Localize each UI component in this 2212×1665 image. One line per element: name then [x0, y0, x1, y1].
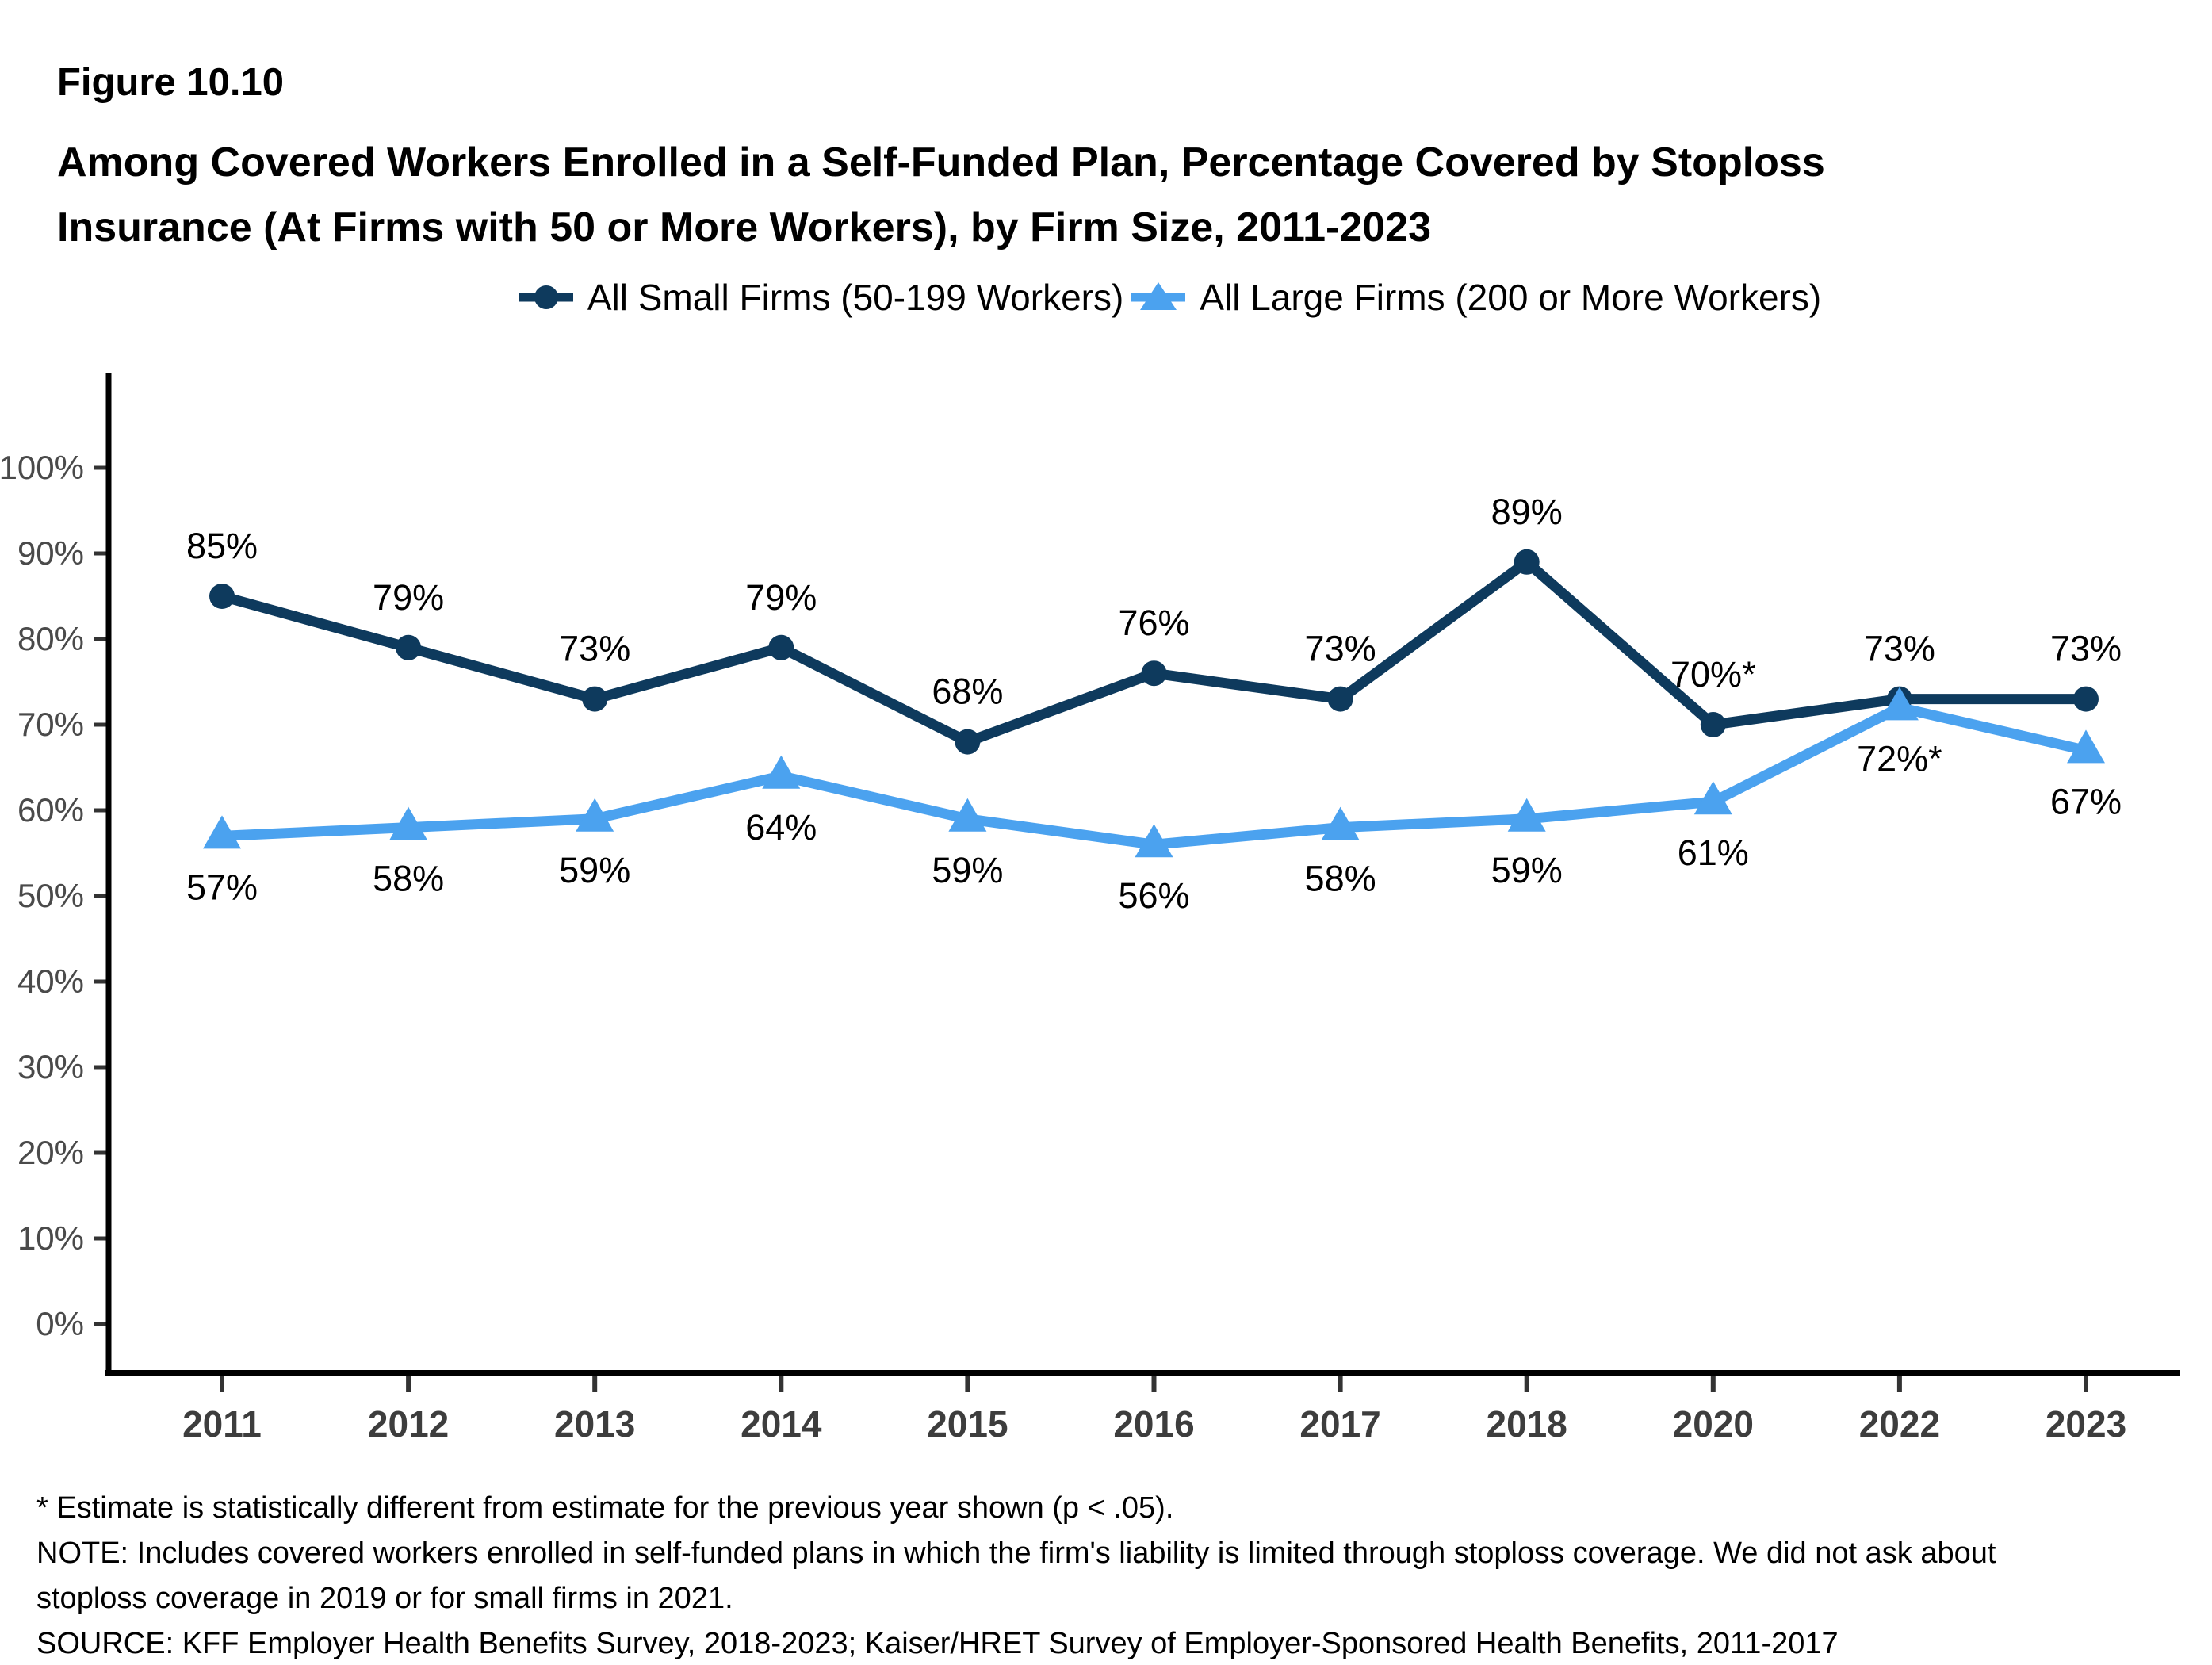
footnote-asterisk: * Estimate is statistically different fr…: [36, 1491, 1174, 1525]
data-point-marker: [1700, 712, 1726, 737]
line-chart: 0% 10% 20% 30% 40% 50% 60% 70% 80% 90% 100% 2011 201…: [0, 373, 2180, 1445]
data-point-marker: [209, 584, 235, 609]
x-axis-tick-label: 2020: [1673, 1403, 1754, 1445]
data-point-marker: [203, 815, 241, 849]
data-point-marker: [2073, 686, 2099, 712]
data-point-label: 64%: [745, 807, 817, 848]
y-axis-tick-label: 70%: [17, 706, 84, 743]
x-axis-tick-label: 2018: [1487, 1403, 1567, 1445]
y-axis-tick-label: 30%: [17, 1048, 84, 1085]
data-point-label: 70%*: [1670, 654, 1756, 695]
data-point-marker: [948, 798, 987, 832]
figure-number: Figure 10.10: [57, 61, 284, 104]
data-point-label: 73%: [559, 629, 630, 669]
legend-item-label: All Large Firms (200 or More Workers): [1200, 277, 1822, 318]
data-point-marker: [762, 755, 801, 789]
data-point-label: 61%: [1678, 832, 1749, 873]
y-axis-tick-label: 60%: [17, 791, 84, 829]
y-axis-tick-label: 40%: [17, 963, 84, 1000]
footnote-note-line-1: NOTE: Includes covered workers enrolled …: [36, 1537, 1996, 1570]
y-axis-tick-label: 80%: [17, 620, 84, 657]
data-point-marker: [1514, 549, 1540, 575]
x-axis-tick-label: 2014: [741, 1403, 822, 1445]
data-point-label: 67%: [2050, 781, 2122, 821]
data-point-label: 58%: [373, 859, 444, 899]
data-point-label: 76%: [1118, 603, 1189, 643]
title-line-1: Among Covered Workers Enrolled in a Self…: [57, 140, 1825, 186]
y-axis-tick-label: 0%: [36, 1305, 84, 1342]
data-point-marker: [396, 634, 422, 660]
title-line-2: Insurance (At Firms with 50 or More Work…: [57, 205, 1431, 251]
page-title: Among Covered Workers Enrolled in a Self…: [57, 130, 1825, 260]
y-axis-tick-label: 10%: [17, 1219, 84, 1257]
footnote-source: SOURCE: KFF Employer Health Benefits Sur…: [36, 1627, 1839, 1660]
data-point-marker: [1693, 781, 1732, 815]
data-point-marker: [1507, 798, 1546, 832]
legend-item-small-firms: All Small Firms (50-199 Workers): [518, 276, 1123, 319]
x-axis-tick-label: 2023: [2046, 1403, 2126, 1445]
data-point-marker: [1321, 806, 1360, 840]
data-point-label: 79%: [373, 577, 444, 618]
data-point-marker: [1327, 686, 1353, 712]
data-point-label: 79%: [745, 577, 817, 618]
data-point-marker: [582, 686, 608, 712]
data-point-label: 59%: [559, 850, 630, 890]
footnotes: * Estimate is statistically different fr…: [36, 1486, 1996, 1665]
data-point-marker: [389, 806, 428, 840]
footnote-note-line-2: stoploss coverage in 2019 or for small f…: [36, 1582, 733, 1615]
y-axis-tick-label: 20%: [17, 1134, 84, 1171]
data-point-label: 59%: [1491, 850, 1563, 890]
data-point-label: 89%: [1491, 492, 1563, 532]
data-point-label: 73%: [2050, 629, 2122, 669]
x-axis-tick-label: 2013: [554, 1403, 635, 1445]
data-point-label: 59%: [932, 850, 1003, 890]
figure-titles: Figure 10.10 Among Covered Workers Enrol…: [57, 60, 1825, 260]
circle-line-marker-icon: [519, 285, 573, 309]
data-point-label: 73%: [1305, 629, 1376, 669]
x-axis-tick-label: 2012: [368, 1403, 449, 1445]
data-point-marker: [2067, 729, 2105, 764]
x-axis-tick-label: 2022: [1859, 1403, 1940, 1445]
data-point-label: 68%: [932, 672, 1003, 712]
data-point-marker: [955, 729, 981, 755]
x-axis-tick-label: 2015: [927, 1403, 1008, 1445]
triangle-line-marker-icon: [1131, 282, 1186, 310]
y-axis-tick-label: 90%: [17, 534, 84, 572]
data-point-marker: [1141, 660, 1167, 687]
x-axis-tick-label: 2016: [1113, 1403, 1194, 1445]
chart-legend: All Small Firms (50-199 Workers) All Larg…: [0, 276, 2212, 319]
legend-item-label: All Small Firms (50-199 Workers): [587, 277, 1124, 318]
legend-item-large-firms: All Large Firms (200 or More Workers): [1130, 276, 1821, 319]
data-point-label: 85%: [186, 526, 258, 566]
y-axis-tick-label: 100%: [0, 449, 84, 486]
data-point-marker: [576, 798, 614, 832]
series-line: [220, 557, 2086, 748]
data-point-marker: [1135, 824, 1173, 858]
x-axis-tick-label: 2011: [182, 1403, 262, 1445]
x-axis-tick-label: 2017: [1299, 1403, 1380, 1445]
data-point-label: 73%: [1864, 629, 1935, 669]
y-axis-tick-label: 50%: [17, 877, 84, 914]
data-point-marker: [768, 634, 794, 660]
data-point-label: 57%: [186, 867, 258, 907]
data-point-label: 58%: [1305, 859, 1376, 899]
data-point-label: 72%*: [1857, 738, 1942, 779]
data-point-marker: [1880, 687, 1919, 721]
data-point-label: 56%: [1118, 875, 1189, 916]
